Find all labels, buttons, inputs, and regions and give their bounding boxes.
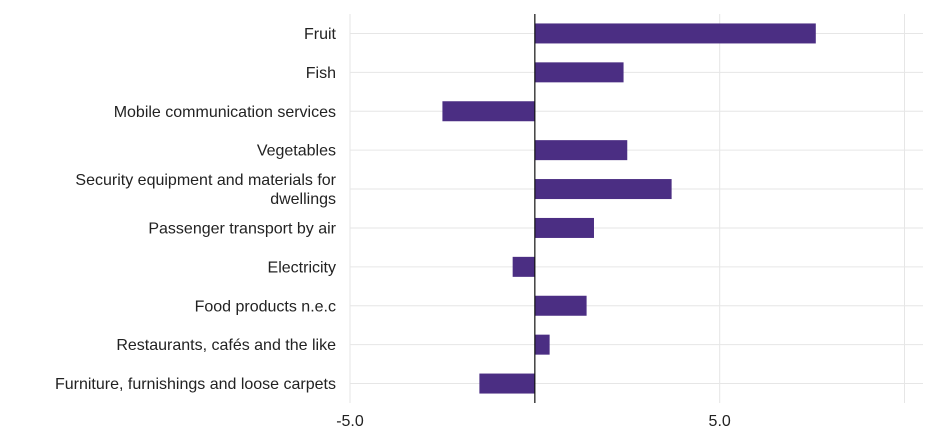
x-tick-label: 5.0 [709, 413, 731, 430]
grid-layer [349, 14, 923, 403]
category-label: Mobile communication services [114, 104, 336, 121]
category-label: Food products n.e.c [195, 298, 336, 315]
bar [442, 101, 535, 122]
category-label: Electricity [268, 259, 336, 276]
bar [479, 373, 535, 394]
category-label-line: Food products n.e.c [195, 298, 336, 315]
bar [534, 295, 587, 316]
bar [534, 179, 672, 200]
category-label-line: Security equipment and materials for [75, 172, 336, 189]
category-label: Fruit [304, 26, 337, 43]
category-label-line: Fish [306, 65, 336, 82]
category-labels: Fruit Fish Mobile communication services Ve… [55, 26, 337, 393]
x-axis-ticks: -5.0 5.0 [336, 413, 731, 430]
category-label-line: Electricity [268, 259, 336, 276]
category-label: Restaurants, cafés and the like [116, 337, 336, 354]
category-label-line: Vegetables [257, 143, 336, 160]
category-label-line: Restaurants, cafés and the like [116, 337, 336, 354]
category-label-line: Mobile communication services [114, 104, 336, 121]
category-label: Security equipment and materials for dwel… [75, 172, 336, 208]
category-label: Vegetables [257, 143, 336, 160]
category-label-line: Passenger transport by air [148, 220, 336, 237]
category-label-line: dwellings [270, 191, 336, 208]
bar [512, 256, 535, 277]
category-label-line: Furniture, furnishings and loose carpets [55, 376, 336, 393]
bar [534, 140, 628, 161]
bar [534, 62, 624, 83]
x-tick-label: -5.0 [336, 413, 364, 430]
category-label: Fish [306, 65, 336, 82]
category-label-line: Fruit [304, 26, 337, 43]
bar [534, 334, 550, 355]
bar [534, 217, 594, 238]
category-label: Furniture, furnishings and loose carpets [55, 376, 336, 393]
category-label: Passenger transport by air [148, 220, 336, 237]
bar [534, 23, 816, 44]
bars-layer [442, 23, 816, 394]
